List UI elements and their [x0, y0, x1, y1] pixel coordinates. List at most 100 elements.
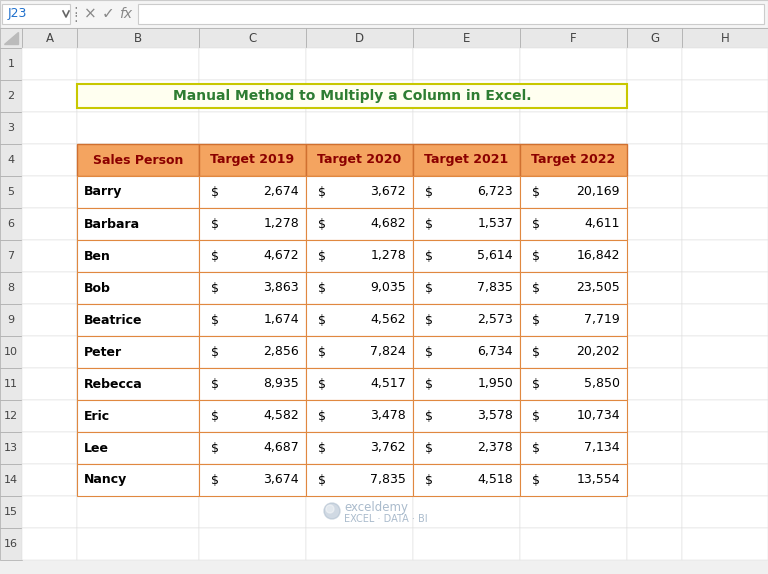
Bar [627, 528, 682, 560]
Bar [0, 432, 22, 464]
Circle shape [324, 503, 340, 519]
Text: $: $ [211, 346, 219, 359]
Text: 4,682: 4,682 [370, 218, 406, 231]
Bar [77, 496, 199, 528]
Text: 1,674: 1,674 [263, 313, 299, 327]
Text: 7: 7 [8, 251, 15, 261]
Bar [199, 176, 306, 208]
Bar [77, 400, 199, 432]
Bar [520, 272, 627, 304]
Bar [682, 144, 768, 176]
Text: $: $ [318, 281, 326, 294]
Bar [413, 336, 520, 368]
Text: $: $ [211, 185, 219, 199]
Bar [199, 240, 306, 272]
Bar [0, 496, 22, 528]
Bar [2, 4, 70, 24]
Bar [199, 176, 306, 208]
Bar [682, 48, 768, 80]
Bar [413, 28, 520, 48]
Bar [199, 208, 306, 240]
Bar [627, 400, 682, 432]
Text: $: $ [532, 281, 540, 294]
Circle shape [326, 505, 334, 513]
Bar [682, 208, 768, 240]
Text: 1,278: 1,278 [370, 250, 406, 262]
Bar [77, 144, 199, 176]
Text: $: $ [211, 218, 219, 231]
Bar [199, 400, 306, 432]
Bar [520, 304, 627, 336]
Bar [77, 176, 199, 208]
Bar [413, 304, 520, 336]
Bar [413, 208, 520, 240]
Bar [306, 48, 413, 80]
Bar [22, 304, 77, 336]
Bar [627, 464, 682, 496]
Bar [306, 528, 413, 560]
Text: $: $ [318, 218, 326, 231]
Bar [682, 464, 768, 496]
Text: $: $ [318, 378, 326, 390]
Bar [413, 176, 520, 208]
Bar [413, 272, 520, 304]
Text: $: $ [532, 378, 540, 390]
Bar [682, 80, 768, 112]
Text: $: $ [318, 441, 326, 455]
Bar [413, 432, 520, 464]
Bar [306, 304, 413, 336]
Bar [520, 48, 627, 80]
Bar [22, 368, 77, 400]
Bar [199, 48, 306, 80]
Text: E: E [463, 32, 470, 45]
Bar [413, 48, 520, 80]
Bar [0, 368, 22, 400]
Text: 4,687: 4,687 [263, 441, 299, 455]
Bar [199, 336, 306, 368]
Bar [520, 528, 627, 560]
Bar [77, 464, 199, 496]
Text: $: $ [425, 250, 433, 262]
Text: $: $ [211, 441, 219, 455]
Bar [413, 400, 520, 432]
Bar [0, 48, 22, 80]
Bar [306, 272, 413, 304]
Bar [413, 368, 520, 400]
Text: 16,842: 16,842 [577, 250, 620, 262]
Text: 12: 12 [4, 411, 18, 421]
Bar [627, 144, 682, 176]
Text: Target 2022: Target 2022 [531, 153, 616, 166]
Text: $: $ [425, 313, 433, 327]
Text: 4,582: 4,582 [263, 409, 299, 422]
Text: $: $ [425, 378, 433, 390]
Bar [627, 176, 682, 208]
Bar [77, 80, 199, 112]
Bar [138, 4, 764, 24]
Text: 6,734: 6,734 [478, 346, 513, 359]
Bar [22, 528, 77, 560]
Bar [306, 240, 413, 272]
Bar [199, 464, 306, 496]
Bar [77, 48, 199, 80]
Bar [627, 368, 682, 400]
Text: 8: 8 [8, 283, 15, 293]
Bar [682, 528, 768, 560]
Text: $: $ [318, 474, 326, 487]
Bar [627, 208, 682, 240]
Bar [77, 304, 199, 336]
Text: $: $ [532, 313, 540, 327]
Text: $: $ [211, 409, 219, 422]
Text: 3,478: 3,478 [370, 409, 406, 422]
Text: 7,835: 7,835 [370, 474, 406, 487]
Bar [0, 80, 22, 112]
Bar [413, 240, 520, 272]
Text: 3,672: 3,672 [370, 185, 406, 199]
Bar [199, 496, 306, 528]
Bar [520, 464, 627, 496]
Bar [413, 80, 520, 112]
Bar [77, 176, 199, 208]
Bar [0, 176, 22, 208]
Bar [77, 336, 199, 368]
Text: H: H [720, 32, 730, 45]
Bar [627, 272, 682, 304]
